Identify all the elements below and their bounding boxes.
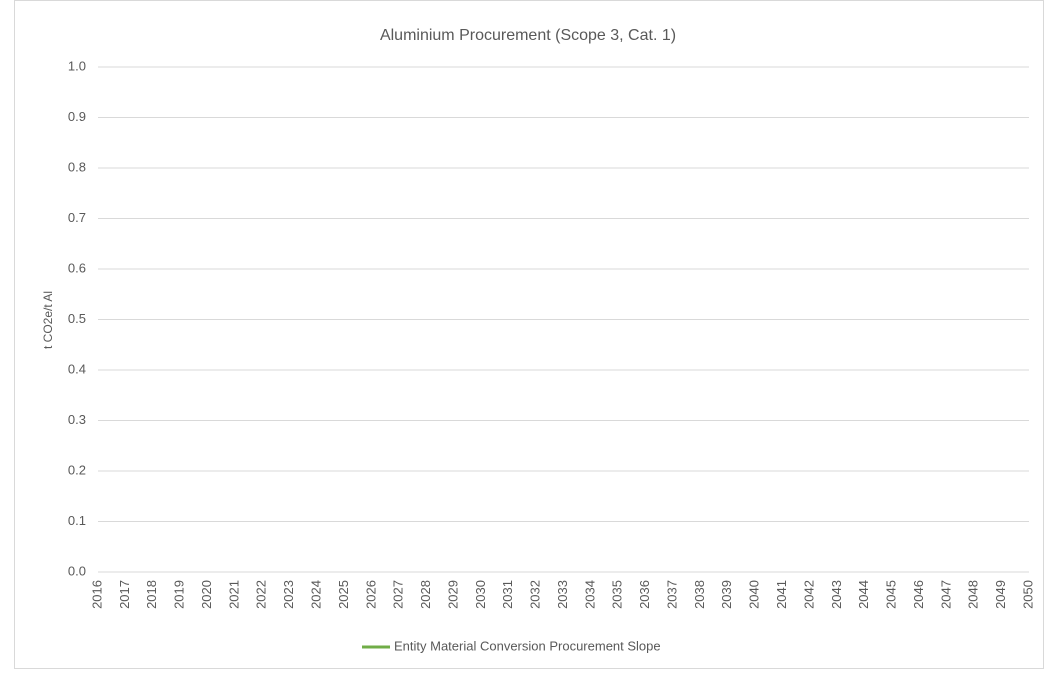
x-tick-label: 2026 (363, 580, 378, 609)
x-tick-label: 2034 (582, 580, 597, 609)
x-tick-label: 2036 (637, 580, 652, 609)
x-tick-label: 2040 (747, 580, 762, 609)
x-tick-label: 2032 (528, 580, 543, 609)
y-tick-label: 0.5 (68, 311, 86, 326)
y-tick-label: 0.8 (68, 159, 86, 174)
y-tick-label: 0.1 (68, 513, 86, 528)
x-tick-label: 2017 (117, 580, 132, 609)
y-tick-label: 0.6 (68, 260, 86, 275)
y-tick-label: 0.0 (68, 563, 86, 578)
x-tick-label: 2041 (774, 580, 789, 609)
x-tick-label: 2019 (172, 580, 187, 609)
x-tick-label: 2024 (308, 580, 323, 609)
y-axis-title: t CO2e/t Al (41, 291, 55, 349)
x-tick-label: 2029 (445, 580, 460, 609)
x-tick-label: 2020 (199, 580, 214, 609)
x-tick-label: 2048 (966, 580, 981, 609)
y-tick-label: 0.9 (68, 109, 86, 124)
x-tick-label: 2030 (473, 580, 488, 609)
x-tick-label: 2044 (856, 580, 871, 609)
x-tick-label: 2049 (993, 580, 1008, 609)
x-tick-label: 2022 (254, 580, 269, 609)
x-tick-label: 2039 (719, 580, 734, 609)
x-tick-label: 2037 (664, 580, 679, 609)
x-tick-label: 2027 (391, 580, 406, 609)
x-tick-label: 2018 (144, 580, 159, 609)
x-tick-label: 2031 (500, 580, 515, 609)
x-tick-label: 2035 (610, 580, 625, 609)
x-tick-label: 2023 (281, 580, 296, 609)
x-tick-label: 2050 (1020, 580, 1035, 609)
y-tick-label: 1.0 (68, 58, 86, 73)
y-tick-label: 0.2 (68, 462, 86, 477)
x-tick-label: 2043 (829, 580, 844, 609)
x-tick-label: 2016 (89, 580, 104, 609)
x-tick-label: 2033 (555, 580, 570, 609)
x-tick-label: 2038 (692, 580, 707, 609)
chart-title: Aluminium Procurement (Scope 3, Cat. 1) (380, 27, 676, 44)
x-tick-label: 2028 (418, 580, 433, 609)
x-tick-label: 2021 (226, 580, 241, 609)
x-tick-label: 2045 (884, 580, 899, 609)
x-tick-label: 2047 (938, 580, 953, 609)
y-tick-label: 0.7 (68, 210, 86, 225)
x-tick-label: 2046 (911, 580, 926, 609)
legend-label: Entity Material Conversion Procurement S… (394, 638, 661, 653)
x-tick-label: 2042 (801, 580, 816, 609)
y-tick-label: 0.3 (68, 412, 86, 427)
x-tick-label: 2025 (336, 580, 351, 609)
y-tick-label: 0.4 (68, 361, 86, 376)
chart-frame (14, 0, 1044, 669)
